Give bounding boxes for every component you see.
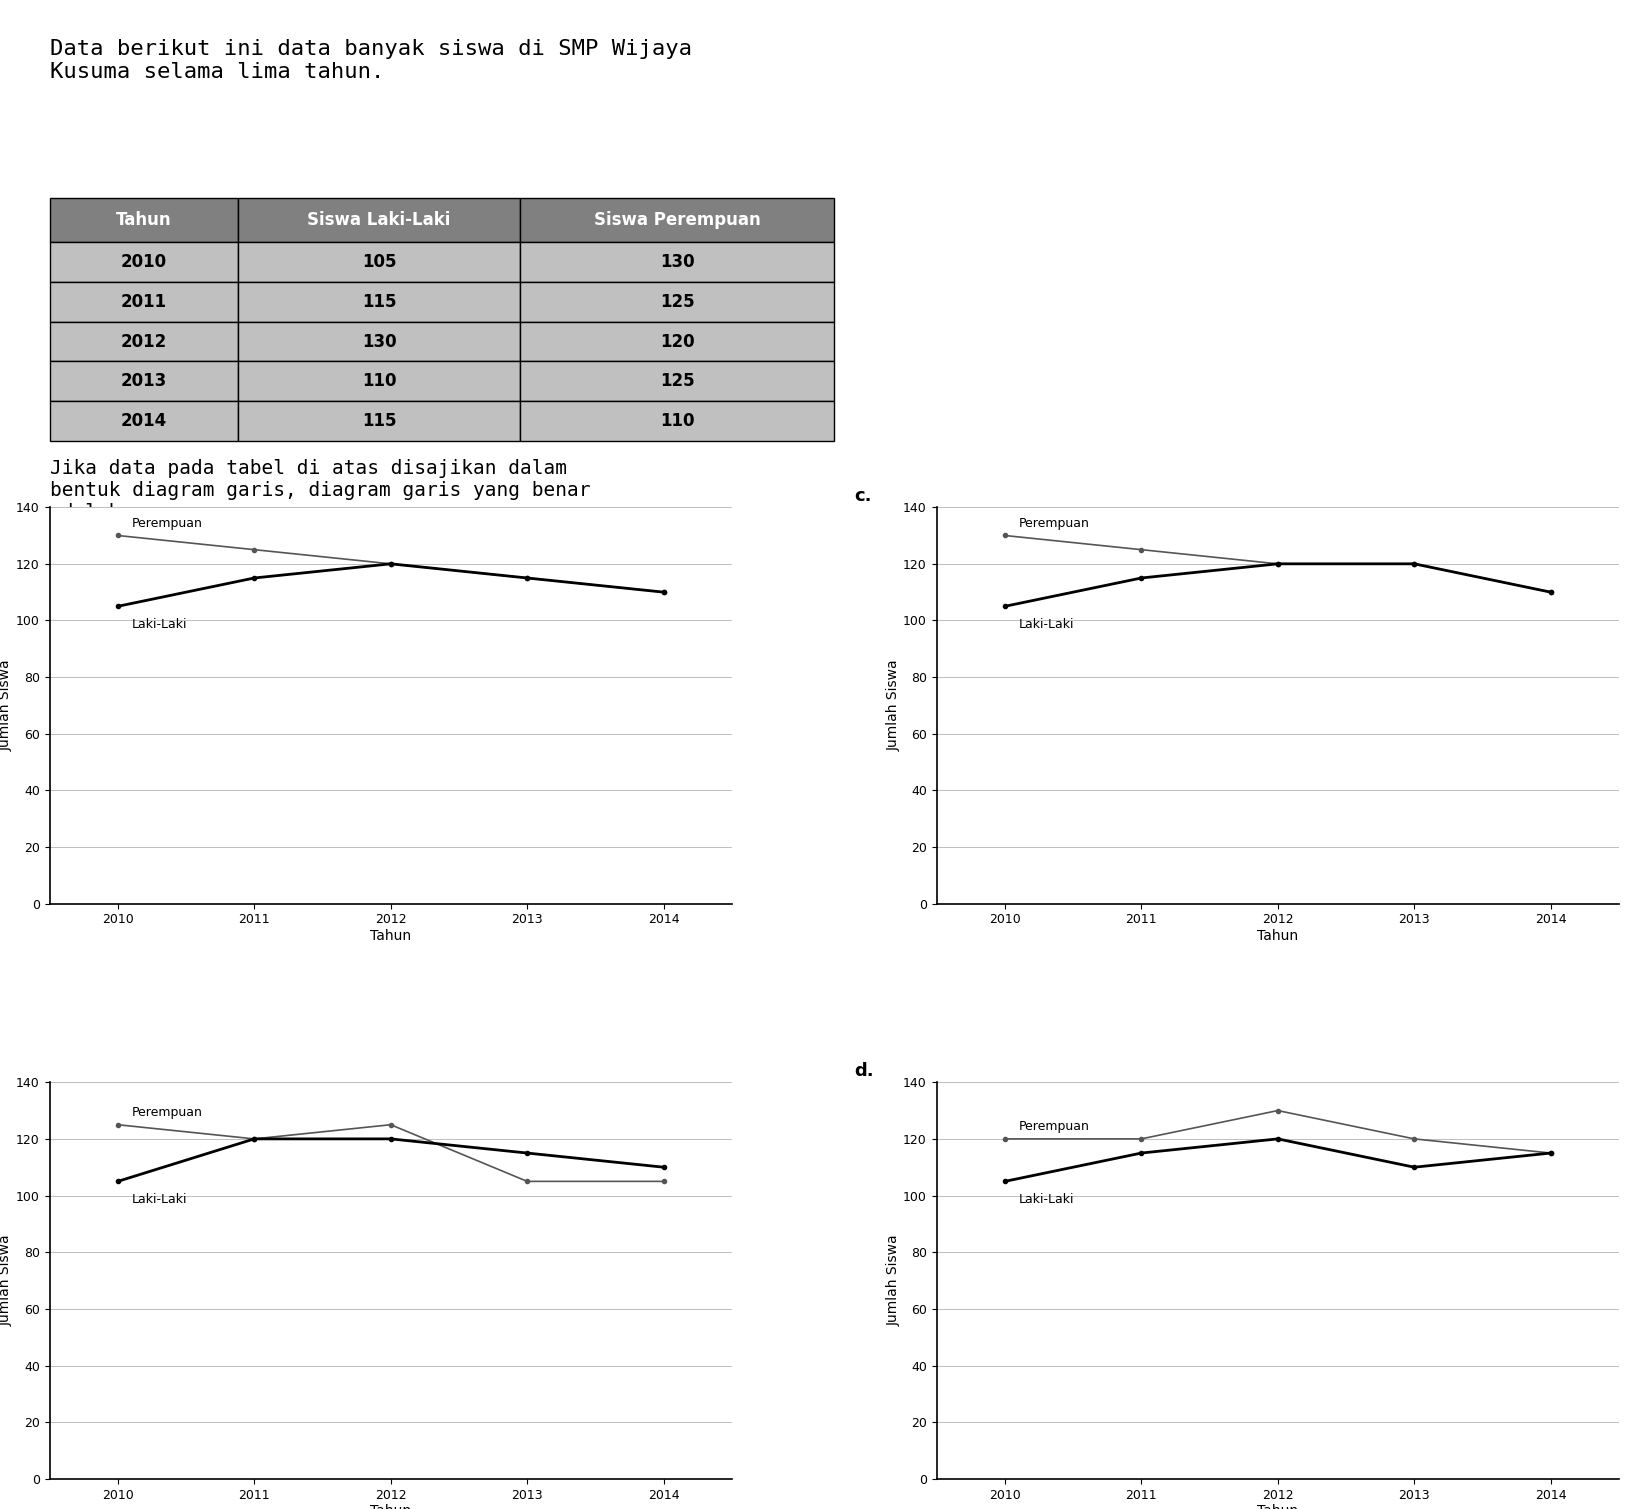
- Text: Data berikut ini data banyak siswa di SMP Wijaya
Kusuma selama lima tahun.: Data berikut ini data banyak siswa di SM…: [50, 39, 692, 81]
- FancyBboxPatch shape: [238, 282, 520, 321]
- Text: 115: 115: [362, 412, 396, 430]
- FancyBboxPatch shape: [50, 282, 238, 321]
- X-axis label: Tahun: Tahun: [370, 930, 411, 943]
- Text: Perempuan: Perempuan: [132, 1106, 202, 1120]
- Text: 2013: 2013: [121, 373, 167, 391]
- Text: 115: 115: [362, 293, 396, 311]
- Text: c.: c.: [854, 487, 872, 506]
- Text: 125: 125: [661, 293, 694, 311]
- Text: 130: 130: [362, 332, 396, 350]
- X-axis label: Tahun: Tahun: [370, 1504, 411, 1509]
- Text: Perempuan: Perempuan: [1019, 518, 1089, 530]
- FancyBboxPatch shape: [238, 321, 520, 362]
- FancyBboxPatch shape: [520, 282, 834, 321]
- Y-axis label: Jumlah Siswa: Jumlah Siswa: [0, 1234, 13, 1326]
- Text: 2011: 2011: [121, 293, 167, 311]
- Text: Siswa Laki-Laki: Siswa Laki-Laki: [307, 211, 451, 229]
- Text: Perempuan: Perempuan: [1019, 1120, 1089, 1133]
- Text: 125: 125: [661, 373, 694, 391]
- FancyBboxPatch shape: [520, 401, 834, 441]
- FancyBboxPatch shape: [50, 198, 238, 241]
- FancyBboxPatch shape: [238, 241, 520, 282]
- FancyBboxPatch shape: [238, 401, 520, 441]
- X-axis label: Tahun: Tahun: [1257, 930, 1298, 943]
- Text: Laki-Laki: Laki-Laki: [1019, 1192, 1074, 1206]
- FancyBboxPatch shape: [238, 362, 520, 401]
- Text: 110: 110: [661, 412, 694, 430]
- X-axis label: Tahun: Tahun: [1257, 1504, 1298, 1509]
- FancyBboxPatch shape: [50, 241, 238, 282]
- FancyBboxPatch shape: [520, 321, 834, 362]
- FancyBboxPatch shape: [50, 321, 238, 362]
- Text: 2010: 2010: [121, 254, 167, 272]
- Text: 130: 130: [661, 254, 694, 272]
- Text: Laki-Laki: Laki-Laki: [132, 1192, 187, 1206]
- FancyBboxPatch shape: [50, 401, 238, 441]
- Text: 2012: 2012: [121, 332, 167, 350]
- FancyBboxPatch shape: [520, 362, 834, 401]
- Text: 105: 105: [362, 254, 396, 272]
- Text: 110: 110: [362, 373, 396, 391]
- Text: Laki-Laki: Laki-Laki: [132, 617, 187, 631]
- Text: Jika data pada tabel di atas disajikan dalam
bentuk diagram garis, diagram garis: Jika data pada tabel di atas disajikan d…: [50, 459, 590, 522]
- FancyBboxPatch shape: [520, 198, 834, 241]
- Y-axis label: Jumlah Siswa: Jumlah Siswa: [885, 1234, 900, 1326]
- Y-axis label: Jumlah Siswa: Jumlah Siswa: [885, 659, 900, 751]
- FancyBboxPatch shape: [50, 362, 238, 401]
- Text: Tahun: Tahun: [116, 211, 172, 229]
- Text: 120: 120: [661, 332, 694, 350]
- FancyBboxPatch shape: [520, 241, 834, 282]
- Text: Perempuan: Perempuan: [132, 518, 202, 530]
- Y-axis label: Jumlah Siswa: Jumlah Siswa: [0, 659, 13, 751]
- Text: 2014: 2014: [121, 412, 167, 430]
- Text: d.: d.: [854, 1062, 874, 1080]
- Text: Siswa Perempuan: Siswa Perempuan: [595, 211, 760, 229]
- Text: Laki-Laki: Laki-Laki: [1019, 617, 1074, 631]
- FancyBboxPatch shape: [238, 198, 520, 241]
